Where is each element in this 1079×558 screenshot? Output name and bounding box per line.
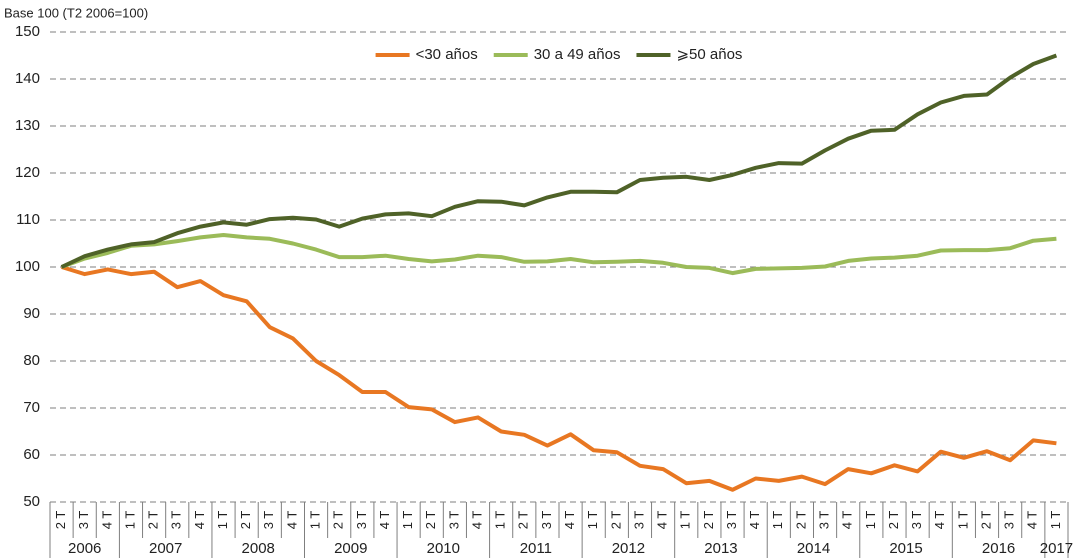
x-tick-label: 4 T — [99, 511, 114, 530]
x-tick-label: 2 T — [423, 511, 438, 530]
x-tick-label: 2 T — [238, 511, 253, 530]
y-tick-label: 140 — [15, 70, 40, 87]
x-tick-label: 1 T — [678, 511, 693, 530]
year-label: 2006 — [68, 540, 101, 557]
x-tick-label: 1 T — [400, 511, 415, 530]
x-tick-label: 1 T — [493, 511, 508, 530]
year-label: 2017 — [1040, 540, 1073, 557]
x-tick-label: 2 T — [886, 511, 901, 530]
year-label: 2014 — [797, 540, 830, 557]
x-tick-label: 3 T — [261, 511, 276, 530]
x-tick-label: 1 T — [770, 511, 785, 530]
x-tick-label: 3 T — [76, 511, 91, 530]
year-label: 2013 — [704, 540, 737, 557]
series-line — [60, 53, 1058, 269]
x-tick-label: 1 T — [1048, 511, 1063, 530]
y-tick-label: 50 — [23, 493, 40, 510]
x-tick-label: 4 T — [840, 511, 855, 530]
y-tick-label: 90 — [23, 305, 40, 322]
x-tick-label: 3 T — [446, 511, 461, 530]
y-tick-label: 120 — [15, 164, 40, 181]
y-tick-label: 70 — [23, 399, 40, 416]
x-tick-label: 2 T — [978, 511, 993, 530]
x-tick-label: 1 T — [122, 511, 137, 530]
x-tick-label: 3 T — [354, 511, 369, 530]
x-tick-label: 1 T — [215, 511, 230, 530]
y-tick-label: 60 — [23, 446, 40, 463]
series-line — [60, 233, 1057, 276]
y-tick-label: 150 — [15, 23, 40, 40]
x-tick-label: 4 T — [655, 511, 670, 530]
x-tick-label: 2 T — [331, 511, 346, 530]
series-line — [61, 265, 1057, 492]
y-axis-label: Base 100 (T2 2006=100) — [4, 5, 148, 20]
legend-label: 30 a 49 años — [534, 46, 621, 63]
y-tick-label: 80 — [23, 352, 40, 369]
x-tick-label: 4 T — [469, 511, 484, 530]
x-tick-label: 2 T — [53, 511, 68, 530]
x-tick-label: 2 T — [701, 511, 716, 530]
x-tick-label: 4 T — [932, 511, 947, 530]
legend-label: <30 años — [416, 46, 478, 63]
x-tick-label: 4 T — [192, 511, 207, 530]
x-tick-label: 2 T — [516, 511, 531, 530]
legend-label: ⩾50 años — [676, 46, 742, 63]
year-label: 2011 — [520, 540, 552, 557]
x-tick-label: 1 T — [585, 511, 600, 530]
x-tick-label: 3 T — [817, 511, 832, 530]
x-tick-label: 3 T — [909, 511, 924, 530]
x-tick-label: 3 T — [1002, 511, 1017, 530]
x-tick-label: 4 T — [284, 511, 299, 530]
year-label: 2010 — [427, 540, 460, 557]
year-label: 2008 — [242, 540, 275, 557]
y-tick-label: 110 — [16, 211, 40, 228]
x-tick-label: 3 T — [631, 511, 646, 530]
y-tick-label: 130 — [15, 117, 40, 134]
x-tick-label: 3 T — [539, 511, 554, 530]
x-tick-label: 2 T — [793, 511, 808, 530]
year-label: 2012 — [612, 540, 645, 557]
x-tick-label: 4 T — [377, 511, 392, 530]
year-label: 2016 — [982, 540, 1015, 557]
x-tick-label: 1 T — [955, 511, 970, 530]
x-tick-label: 1 T — [308, 511, 323, 530]
year-label: 2009 — [334, 540, 367, 557]
year-label: 2007 — [149, 540, 182, 557]
x-tick-label: 1 T — [863, 511, 878, 530]
x-tick-label: 4 T — [562, 511, 577, 530]
x-tick-label: 3 T — [169, 511, 184, 530]
x-tick-label: 2 T — [608, 511, 623, 530]
x-tick-label: 2 T — [146, 511, 161, 530]
x-tick-label: 3 T — [724, 511, 739, 530]
x-tick-label: 4 T — [747, 511, 762, 530]
x-tick-label: 4 T — [1025, 511, 1040, 530]
y-tick-label: 100 — [15, 258, 40, 275]
year-label: 2015 — [889, 540, 922, 557]
